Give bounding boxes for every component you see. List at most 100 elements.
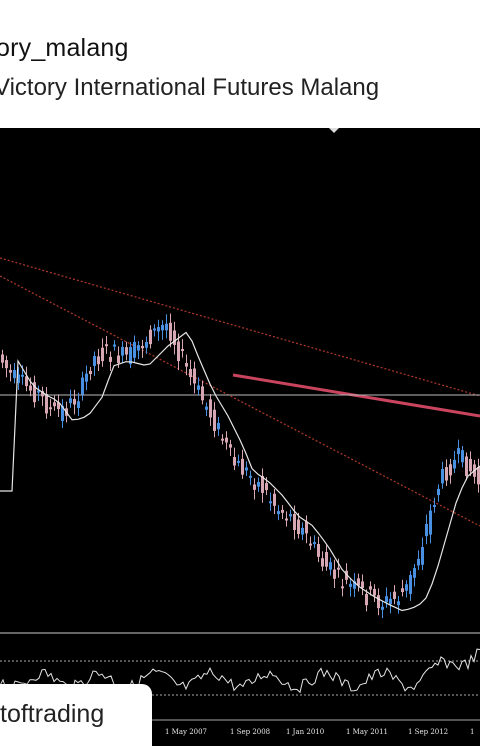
candle-body — [405, 584, 408, 591]
chart-scroll-marker — [329, 128, 339, 133]
candle-body — [225, 437, 228, 443]
candle-body — [293, 513, 296, 530]
candle-body — [241, 458, 244, 475]
candle-body — [413, 568, 416, 578]
candle-body — [277, 511, 280, 515]
candlesticks — [1, 313, 480, 619]
candle-body — [117, 355, 120, 364]
candle-body — [121, 346, 124, 356]
candle-body — [373, 588, 376, 596]
candle-body — [137, 345, 140, 351]
candle-body — [249, 475, 252, 478]
candle-body — [61, 405, 64, 422]
candle-body — [257, 482, 260, 487]
candle-body — [333, 569, 336, 579]
candle-body — [397, 601, 400, 606]
candle-body — [389, 598, 392, 605]
candle-body — [93, 356, 96, 366]
candle-body — [161, 325, 164, 331]
candle-body — [41, 391, 44, 397]
candle-body — [113, 344, 116, 347]
candle-body — [217, 422, 220, 430]
candle-body — [457, 448, 460, 455]
candle-body — [141, 345, 144, 349]
candle-body — [461, 450, 464, 463]
candle-body — [33, 382, 36, 403]
candle-body — [53, 402, 56, 407]
candle-body — [345, 570, 348, 580]
candle-body — [189, 369, 192, 378]
oscillator-line — [0, 648, 480, 694]
candle-body — [421, 547, 424, 565]
candle-body — [477, 467, 480, 485]
candle-body — [73, 398, 76, 405]
candle-body — [89, 370, 92, 375]
candle-body — [329, 562, 332, 570]
candle-body — [9, 369, 12, 373]
candle-body — [341, 586, 344, 589]
candle-body — [5, 360, 8, 369]
candle-body — [173, 330, 176, 345]
date-axis: 1 May 2007 1 Sep 2008 1 Jan 2010 1 May 2… — [165, 728, 474, 736]
candle-body — [145, 342, 148, 348]
post-header: ory_malang Victory International Futures… — [0, 0, 480, 128]
candle-body — [409, 575, 412, 594]
candle-body — [77, 401, 80, 409]
candle-body — [289, 514, 292, 517]
candle-body — [433, 505, 436, 508]
candle-body — [301, 527, 304, 535]
upper-trendline — [0, 257, 480, 397]
candle-body — [125, 347, 128, 355]
candle-body — [165, 323, 168, 331]
candle-body — [253, 484, 256, 490]
candle-body — [109, 356, 112, 362]
candle-body — [441, 468, 444, 484]
candle-body — [245, 467, 248, 471]
candle-body — [465, 456, 468, 476]
candle-body — [201, 386, 204, 401]
tagged-user-label: toftrading — [0, 700, 105, 728]
candle-body — [221, 438, 224, 441]
candle-body — [85, 373, 88, 382]
candle-body — [325, 552, 328, 567]
candle-body — [401, 588, 404, 592]
candle-body — [377, 595, 380, 609]
candle-body — [177, 341, 180, 362]
candle-body — [309, 543, 312, 546]
candle-body — [305, 521, 308, 534]
candle-body — [149, 329, 152, 345]
candle-body — [233, 457, 236, 466]
candle-body — [57, 402, 60, 410]
candle-body — [81, 377, 84, 395]
tagged-user-chip[interactable]: toftrading — [0, 684, 152, 746]
candle-body — [337, 567, 340, 570]
candle-body — [213, 409, 216, 431]
candle-body — [261, 475, 264, 493]
candle-body — [69, 398, 72, 404]
moving-average-line — [0, 331, 480, 612]
candle-body — [129, 347, 132, 365]
account-subtitle: Victory International Futures Malang — [0, 74, 380, 101]
candle-body — [353, 581, 356, 589]
candle-body — [313, 542, 316, 545]
candle-body — [453, 459, 456, 469]
candle-body — [285, 518, 288, 521]
post-image[interactable]: 1 May 2007 1 Sep 2008 1 Jan 2010 1 May 2… — [0, 128, 480, 746]
date-tick-label: 1 Sep 2008 — [230, 728, 270, 736]
candle-body — [29, 385, 32, 391]
candle-body — [429, 510, 432, 535]
account-name[interactable]: ory_malang — [0, 34, 129, 62]
date-tick-label: 1 May 2007 — [165, 728, 207, 736]
candle-body — [185, 363, 188, 367]
candle-body — [157, 327, 160, 332]
candle-body — [417, 558, 420, 566]
candle-body — [449, 464, 452, 476]
candle-body — [365, 593, 368, 606]
candle-body — [437, 488, 440, 496]
candle-body — [25, 376, 28, 387]
date-tick-label: 1 — [470, 728, 474, 736]
candle-body — [153, 328, 156, 331]
candle-body — [297, 519, 300, 535]
candle-body — [105, 344, 108, 347]
candle-body — [229, 444, 232, 448]
